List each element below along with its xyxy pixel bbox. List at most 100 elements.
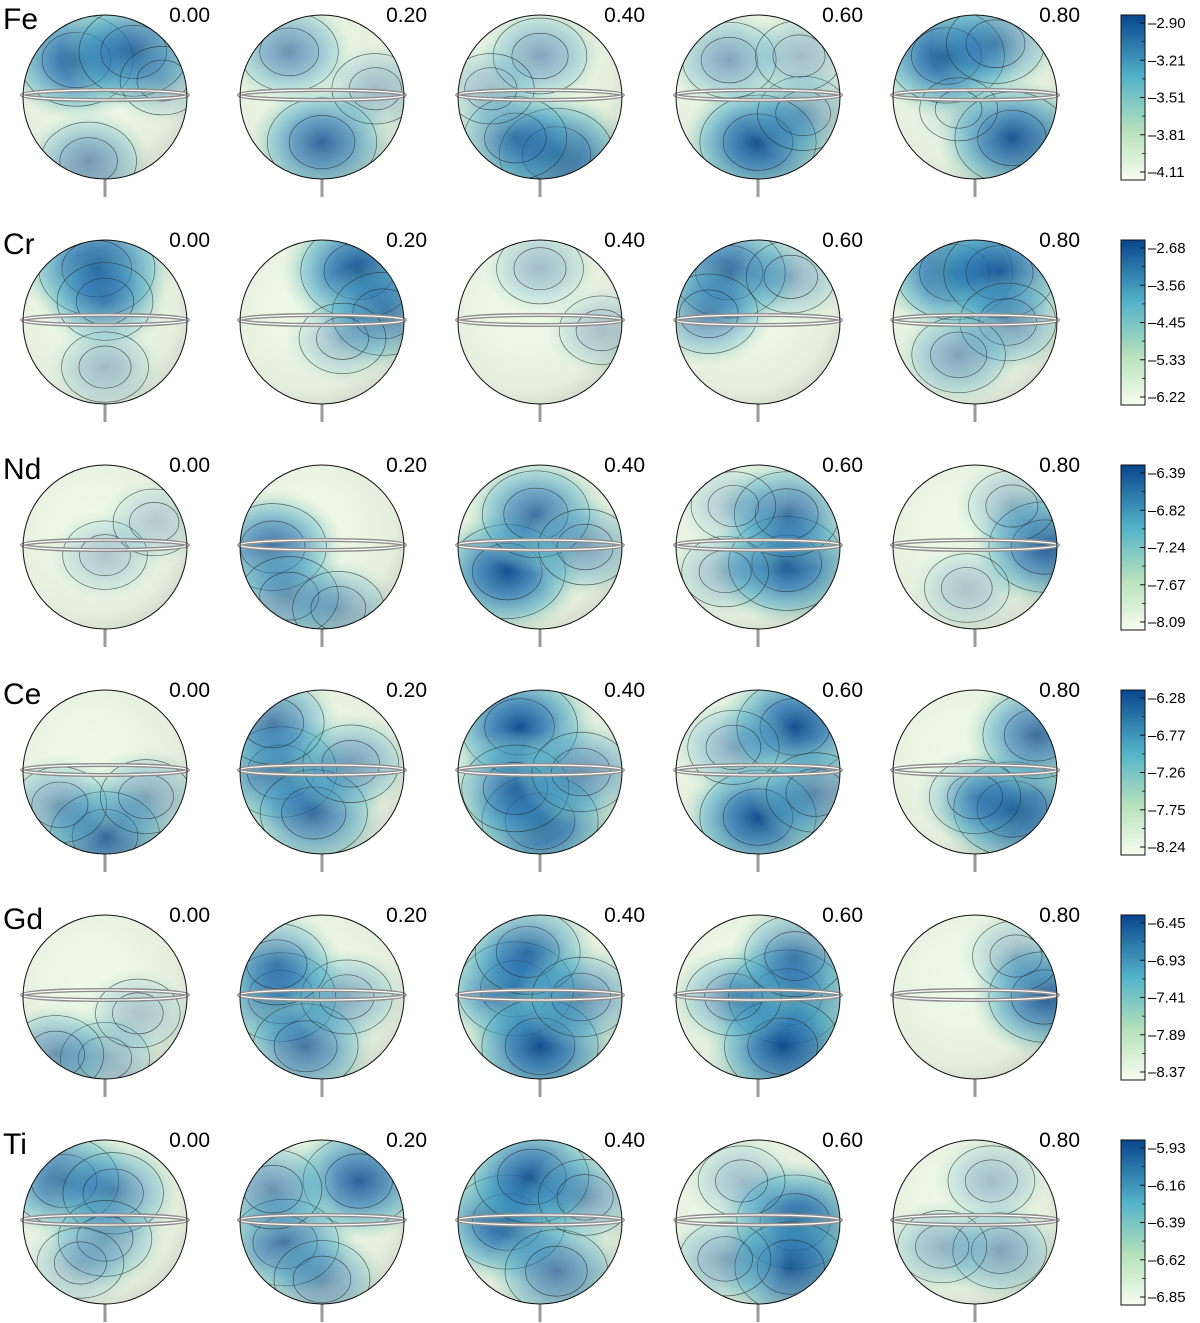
sphere-outline <box>675 239 841 405</box>
equator-highlight <box>456 539 624 551</box>
element-label: Gd <box>3 903 43 936</box>
phase-label: 0.00 <box>169 1129 210 1152</box>
sphere-outline <box>675 689 841 855</box>
phase-label: 0.40 <box>604 1129 645 1152</box>
sphere-outline <box>892 689 1058 855</box>
sphere-outline <box>675 1139 841 1305</box>
phase-label: 0.20 <box>386 4 427 27</box>
phase-label: 0.40 <box>604 679 645 702</box>
colorbar-tick-label: –3.56 <box>1148 277 1186 294</box>
sphere-outline <box>457 464 623 630</box>
colorbar-tick-label: –4.45 <box>1148 315 1186 332</box>
colorbar-ti: –5.93 –6.16 –6.39 –6.62 –6.85 <box>1120 1139 1186 1306</box>
sphere-outline <box>239 914 405 1080</box>
phase-label: 0.40 <box>604 4 645 27</box>
row-nd: Nd 0.00 0.20 0.40 0.60 0.80 –6.39 –6.82 –7.24 –7.… <box>3 453 1186 647</box>
sphere-cr-phase-3: 0.60 <box>673 229 863 422</box>
sphere-ce-phase-3: 0.60 <box>673 679 863 872</box>
phase-label: 0.40 <box>604 904 645 927</box>
equator-highlight <box>891 539 1059 551</box>
colorbar-tick-label: –4.11 <box>1148 164 1184 181</box>
sphere-gd-phase-1: 0.20 <box>237 904 427 1097</box>
equator-highlight <box>21 314 189 326</box>
colorbar-tick-label: –6.82 <box>1148 502 1186 519</box>
colorbar-tick-label: –6.45 <box>1148 915 1186 932</box>
sphere-nd-phase-3: 0.60 <box>673 454 863 647</box>
equator-highlight <box>238 89 406 101</box>
phase-label: 0.60 <box>822 229 863 252</box>
equator-highlight <box>674 539 842 551</box>
colorbar-tick-label: –3.81 <box>1148 127 1186 144</box>
sphere-ti-phase-3: 0.60 <box>673 1129 863 1322</box>
sphere-outline <box>675 14 841 180</box>
sphere-cr-phase-1: 0.20 <box>237 229 427 422</box>
colorbar-tick-label: –7.89 <box>1148 1027 1186 1044</box>
phase-label: 0.00 <box>169 454 210 477</box>
sphere-outline <box>892 1139 1058 1305</box>
phase-label: 0.00 <box>169 4 210 27</box>
sphere-outline <box>22 689 188 855</box>
equator-highlight <box>891 314 1059 326</box>
phase-label: 0.80 <box>1039 454 1080 477</box>
sphere-gd-phase-0: 0.00 <box>20 904 210 1097</box>
sphere-ce-phase-1: 0.20 <box>237 679 427 872</box>
phase-label: 0.80 <box>1039 229 1080 252</box>
equator-highlight <box>238 1214 406 1226</box>
sphere-outline <box>239 14 405 180</box>
equator-highlight <box>21 89 189 101</box>
colorbar-tick-label: –6.62 <box>1148 1252 1186 1269</box>
colorbar-tick-label: –8.09 <box>1148 614 1186 631</box>
colorbar-tick-label: –7.41 <box>1148 990 1186 1007</box>
phase-label: 0.00 <box>169 229 210 252</box>
phase-label: 0.60 <box>822 904 863 927</box>
sphere-nd-phase-0: 0.00 <box>20 454 210 647</box>
phase-label: 0.80 <box>1039 4 1080 27</box>
equator-highlight <box>674 764 842 776</box>
sphere-fe-phase-4: 0.80 <box>890 4 1080 197</box>
sphere-ce-phase-4: 0.80 <box>890 679 1080 872</box>
sphere-outline <box>22 14 188 180</box>
colorbar-tick-label: –5.93 <box>1148 1140 1186 1157</box>
element-label: Ti <box>3 1128 27 1161</box>
equator-highlight <box>21 764 189 776</box>
phase-label: 0.00 <box>169 904 210 927</box>
sphere-outline <box>892 914 1058 1080</box>
colorbar-tick-label: –8.24 <box>1148 839 1186 856</box>
sphere-outline <box>675 464 841 630</box>
sphere-ce-phase-0: 0.00 <box>20 679 210 872</box>
phase-label: 0.60 <box>822 4 863 27</box>
phase-label: 0.00 <box>169 679 210 702</box>
equator-highlight <box>674 1214 842 1226</box>
sphere-outline <box>22 464 188 630</box>
sphere-outline <box>457 689 623 855</box>
colorbar-ce: –6.28 –6.77 –7.26 –7.75 –8.24 <box>1120 689 1186 856</box>
phase-label: 0.20 <box>386 1129 427 1152</box>
sphere-cr-phase-4: 0.80 <box>890 229 1080 422</box>
phase-label: 0.80 <box>1039 1129 1080 1152</box>
colorbar-tick-label: –7.26 <box>1148 765 1186 782</box>
equator-highlight <box>21 989 189 1001</box>
sphere-ti-phase-0: 0.00 <box>20 1129 210 1322</box>
phase-label: 0.20 <box>386 679 427 702</box>
row-fe: Fe 0.00 0.20 0.40 0.60 0.80 –2.90 –3.21 –3.51 –3.… <box>3 3 1186 197</box>
sphere-outline <box>892 14 1058 180</box>
sphere-outline <box>892 239 1058 405</box>
sphere-cr-phase-2: 0.40 <box>455 229 645 422</box>
phase-label: 0.40 <box>604 229 645 252</box>
equator-highlight <box>456 989 624 1001</box>
colorbar-tick-label: –8.37 <box>1148 1064 1186 1081</box>
equator-highlight <box>891 764 1059 776</box>
sphere-fe-phase-3: 0.60 <box>673 4 863 197</box>
colorbar-tick-label: –6.85 <box>1148 1289 1186 1306</box>
equator-highlight <box>891 1214 1059 1226</box>
colorbar-gradient <box>1120 14 1146 181</box>
equator-highlight <box>21 539 189 551</box>
colorbar-gradient <box>1120 464 1146 631</box>
sphere-nd-phase-1: 0.20 <box>237 454 427 647</box>
equator-highlight <box>456 764 624 776</box>
colorbar-tick-label: –5.33 <box>1148 352 1186 369</box>
sphere-outline <box>892 464 1058 630</box>
sphere-outline <box>457 1139 623 1305</box>
colorbar-tick-label: –3.51 <box>1148 90 1186 107</box>
